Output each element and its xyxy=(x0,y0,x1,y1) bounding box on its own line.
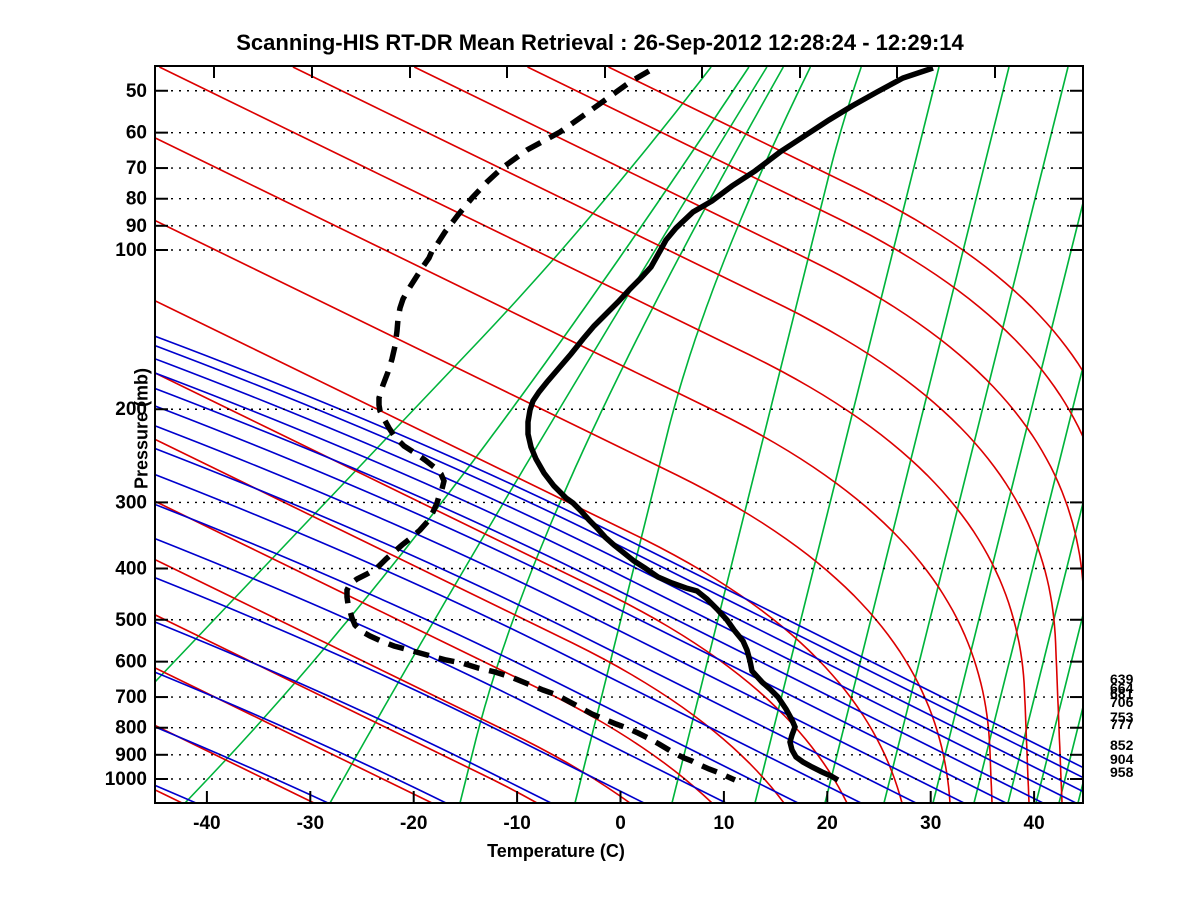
pressure-tick-label: 80 xyxy=(126,189,147,210)
temperature-tick-label: 20 xyxy=(817,813,838,834)
pressure-tick-label: 600 xyxy=(115,652,147,673)
dry-adiabat-line xyxy=(155,473,862,803)
isotherm-line xyxy=(459,66,784,803)
moist-adiabat-line xyxy=(0,523,35,803)
pressure-tick-label: 500 xyxy=(115,610,147,631)
temperature-tick-label: 40 xyxy=(1024,813,1045,834)
dry-adiabat-line xyxy=(155,671,447,803)
dry-adiabat-line xyxy=(0,595,49,803)
temperature-tick-label: 30 xyxy=(920,813,941,834)
moist-adiabat-line xyxy=(155,613,538,803)
level-pressure-label: 639 xyxy=(1110,671,1134,687)
moist-adiabat-line xyxy=(155,500,713,803)
pressure-tick-label: 100 xyxy=(115,240,147,261)
temperature-tick-label: -20 xyxy=(400,813,427,834)
moist-adiabat-line xyxy=(608,66,1083,373)
x-axis-title: Temperature (C) xyxy=(487,841,625,861)
pressure-tick-label: 800 xyxy=(115,718,147,739)
dry-adiabat-line xyxy=(155,576,645,803)
dewpoint-profile-line xyxy=(344,68,737,783)
isotherm-line xyxy=(329,66,768,803)
isotherm-line xyxy=(932,199,1083,803)
moist-adiabat-line xyxy=(155,372,848,803)
level-pressure-label: 852 xyxy=(1110,737,1134,753)
pressure-tick-label: 200 xyxy=(115,399,147,420)
pressure-tick-label: 1000 xyxy=(105,769,147,790)
level-pressure-label: 753 xyxy=(1110,709,1134,725)
pressure-tick-label: 300 xyxy=(115,492,147,513)
dry-adiabat-line xyxy=(155,387,1044,803)
moist-adiabat-line xyxy=(155,666,433,803)
isotherm-line xyxy=(574,66,812,803)
level-pressure-label: 958 xyxy=(1110,764,1134,780)
pressure-tick-label: 400 xyxy=(115,558,147,579)
dry-adiabat-line xyxy=(155,503,799,803)
level-pressure-label: 681 xyxy=(1110,686,1134,702)
moist-adiabat-line xyxy=(155,438,785,803)
temperature-profile-line xyxy=(525,65,934,783)
chart-title: Scanning-HIS RT-DR Mean Retrieval : 26-S… xyxy=(236,30,964,55)
moist-adiabat-line xyxy=(159,66,1030,803)
dry-adiabat-line xyxy=(155,621,552,803)
level-pressure-label: 664 xyxy=(1110,680,1134,696)
isotherm-line xyxy=(824,66,1010,803)
moist-adiabat-line xyxy=(413,66,1083,598)
pressure-tick-label: 50 xyxy=(126,81,147,102)
isotherm-line xyxy=(883,66,1069,803)
temperature-axis: -40 -30 -20 -10 0 10 20 30 40 xyxy=(193,66,1045,834)
level-pressure-label: 904 xyxy=(1110,751,1134,767)
temperature-tick-label: 0 xyxy=(615,813,626,834)
level-pressure-label: 777 xyxy=(1110,716,1134,732)
pressure-tick-label: 700 xyxy=(115,687,147,708)
dry-adiabat-line xyxy=(155,537,727,803)
isotherm-line xyxy=(671,66,862,803)
dry-adiabat-line xyxy=(155,726,329,803)
dry-adiabat-line xyxy=(155,357,1083,793)
pressure-tick-label: 900 xyxy=(115,745,147,766)
moist-adiabat-line xyxy=(292,66,1063,803)
dry-adiabat-line xyxy=(155,372,1077,803)
plot-border xyxy=(154,65,1084,804)
moist-adiabat-line xyxy=(155,558,631,803)
dry-adiabat-line xyxy=(155,344,1083,779)
isotherm-line xyxy=(754,66,940,803)
dry-adiabat-line xyxy=(155,784,197,803)
isotherm-line xyxy=(973,363,1083,803)
moist-adiabat-line xyxy=(155,219,951,803)
pressure-tick-label: 60 xyxy=(126,123,147,144)
isotherm-line xyxy=(184,66,750,803)
background-grid-lines xyxy=(0,66,1083,803)
dry-adiabat-line xyxy=(155,424,965,803)
temperature-tick-label: -10 xyxy=(503,813,530,834)
temperature-tick-label: 10 xyxy=(713,813,734,834)
isotherm-line xyxy=(155,66,712,684)
moist-adiabat-line xyxy=(155,136,993,803)
dry-adiabat-line xyxy=(155,447,917,803)
pressure-tick-label: 90 xyxy=(126,216,147,237)
pressure-tick-label: 70 xyxy=(126,158,147,179)
level-pressure-label: 706 xyxy=(1110,694,1134,710)
isotherm-line xyxy=(1035,611,1083,803)
dry-adiabat-line xyxy=(155,335,1083,769)
temperature-tick-label: -30 xyxy=(297,813,324,834)
moist-adiabat-line xyxy=(155,299,903,803)
temperature-tick-label: -40 xyxy=(193,813,220,834)
isotherm-line xyxy=(1077,779,1083,803)
isotherm-line xyxy=(1007,499,1083,803)
dry-adiabat-line xyxy=(155,405,1007,803)
